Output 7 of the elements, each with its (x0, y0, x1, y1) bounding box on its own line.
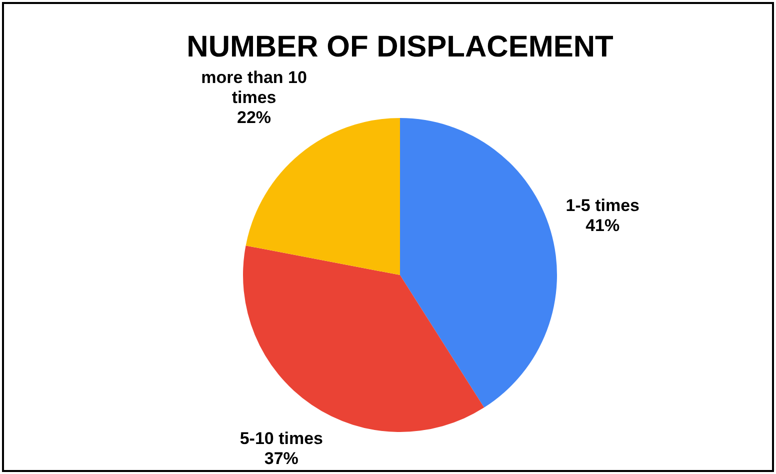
data-label: 41% (586, 216, 620, 235)
slice-label: 1-5 times (566, 196, 640, 215)
slice-label: 5-10 times (240, 429, 323, 448)
data-label: 22% (237, 108, 272, 128)
data-label: 37% (264, 449, 298, 468)
chart-title: NUMBER OF DISPLACEMENT (186, 30, 614, 64)
slice-label: more than 10 times (201, 68, 307, 108)
